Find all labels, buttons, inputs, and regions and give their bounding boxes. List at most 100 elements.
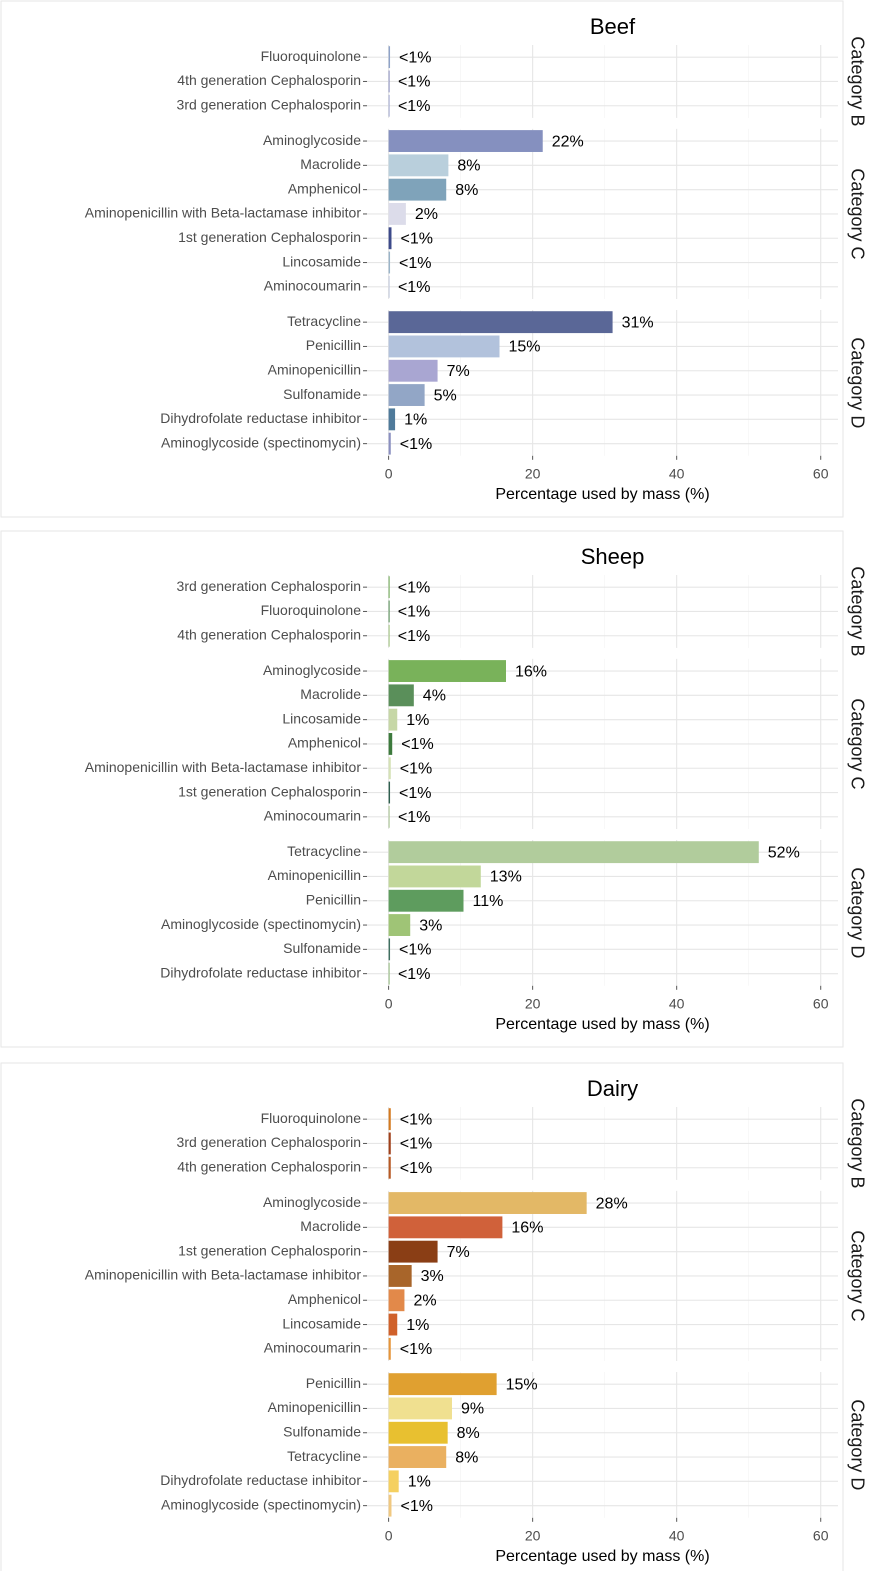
category-label: Dihydrofolate reductase inhibitor [160, 1472, 361, 1488]
value-label: <1% [398, 628, 430, 645]
bar [388, 311, 613, 334]
category-label: Aminopenicillin [268, 867, 361, 883]
category-label: Aminoglycoside (spectinomycin) [161, 916, 361, 932]
bar [388, 359, 438, 382]
value-label: <1% [398, 579, 430, 596]
x-tick-label: 60 [813, 1528, 829, 1544]
bar [388, 275, 390, 298]
bar [388, 1470, 399, 1493]
bar [388, 1289, 405, 1312]
value-label: 8% [457, 1425, 480, 1442]
bar [388, 1337, 391, 1360]
value-label: <1% [400, 1498, 432, 1515]
category-label: Macrolide [300, 156, 361, 172]
bar [388, 660, 506, 682]
bar [388, 408, 396, 431]
x-tick-label: 60 [813, 996, 829, 1012]
value-label: 16% [511, 1220, 543, 1237]
category-label: 4th generation Cephalosporin [177, 626, 361, 642]
category-label: 1st generation Cephalosporin [178, 1242, 361, 1258]
category-label: Aminopenicillin with Beta-lactamase inhi… [85, 759, 362, 775]
category-label: 4th generation Cephalosporin [177, 72, 361, 88]
value-label: <1% [400, 760, 432, 777]
value-label: <1% [399, 49, 431, 66]
bar [388, 1313, 398, 1336]
bar [388, 1192, 587, 1214]
value-label: <1% [398, 279, 430, 296]
category-label: Tetracycline [287, 313, 361, 329]
value-label: 4% [423, 688, 446, 705]
category-label: Aminoglycoside [263, 1194, 361, 1210]
value-label: 7% [447, 363, 470, 380]
value-label: <1% [398, 604, 430, 621]
category-label: 1st generation Cephalosporin [178, 229, 361, 245]
category-label: Penicillin [306, 1375, 361, 1391]
category-label: Fluoroquinolone [261, 48, 362, 64]
bar [388, 130, 543, 152]
bar [388, 94, 390, 117]
category-label: Aminoglycoside [263, 662, 361, 678]
category-label: Tetracycline [287, 1448, 361, 1464]
bar [388, 384, 425, 406]
x-tick-label: 20 [525, 996, 541, 1012]
value-label: <1% [399, 942, 431, 959]
panel: Beef Fluoroquinolone <1% 4th generation Cep… [0, 0, 867, 518]
bar [388, 962, 390, 985]
category-label: Aminocoumarin [264, 808, 361, 824]
facet-label: Category C [847, 1230, 867, 1321]
value-label: <1% [400, 1111, 432, 1128]
value-label: 31% [622, 314, 654, 331]
bar [388, 781, 391, 804]
bar [388, 227, 392, 250]
category-label: Lincosamide [282, 1315, 361, 1331]
bar [388, 1494, 392, 1517]
value-label: 8% [455, 1449, 478, 1466]
value-label: <1% [398, 809, 430, 826]
value-label: 5% [434, 387, 457, 404]
bar [388, 178, 447, 201]
category-label: Fluoroquinolone [261, 1110, 362, 1126]
category-label: Penicillin [306, 337, 361, 353]
panel-border [0, 0, 844, 518]
x-tick-label: 20 [525, 466, 541, 482]
panel-border [0, 1062, 844, 1571]
category-label: Aminocoumarin [264, 278, 361, 294]
bar [388, 1397, 452, 1420]
bar [388, 733, 393, 755]
bar [388, 46, 391, 69]
value-label: 8% [457, 158, 480, 175]
category-label: Aminopenicillin with Beta-lactamase inhi… [85, 1267, 362, 1283]
category-label: Aminocoumarin [264, 1340, 361, 1356]
bar [388, 1421, 448, 1444]
value-label: 3% [421, 1268, 444, 1285]
category-label: 3rd generation Cephalosporin [177, 1134, 361, 1150]
category-label: Aminopenicillin [268, 1399, 361, 1415]
bar [388, 154, 449, 177]
category-label: 4th generation Cephalosporin [177, 1158, 361, 1174]
x-tick-label: 0 [385, 996, 393, 1012]
category-label: Dihydrofolate reductase inhibitor [160, 410, 361, 426]
category-label: Aminopenicillin with Beta-lactamase inhi… [85, 205, 362, 221]
value-label: <1% [400, 1160, 432, 1177]
category-label: 1st generation Cephalosporin [178, 783, 361, 799]
category-label: 3rd generation Cephalosporin [177, 578, 361, 594]
bar [388, 1446, 447, 1468]
value-label: 22% [552, 133, 584, 150]
x-tick-label: 0 [385, 466, 393, 482]
value-label: 2% [413, 1292, 436, 1309]
facet-label: Category D [847, 867, 867, 958]
value-label: 13% [490, 869, 522, 886]
bar [388, 684, 414, 707]
category-label: Aminoglycoside (spectinomycin) [161, 1496, 361, 1512]
category-label: 3rd generation Cephalosporin [177, 96, 361, 112]
value-label: 2% [415, 206, 438, 223]
category-label: Lincosamide [282, 253, 361, 269]
panel-border [0, 530, 844, 1048]
bar [388, 1240, 438, 1263]
category-label: Macrolide [300, 686, 361, 702]
value-label: <1% [398, 74, 430, 91]
facet-label: Category D [847, 337, 867, 428]
bar [388, 708, 398, 731]
bar [388, 1265, 412, 1287]
